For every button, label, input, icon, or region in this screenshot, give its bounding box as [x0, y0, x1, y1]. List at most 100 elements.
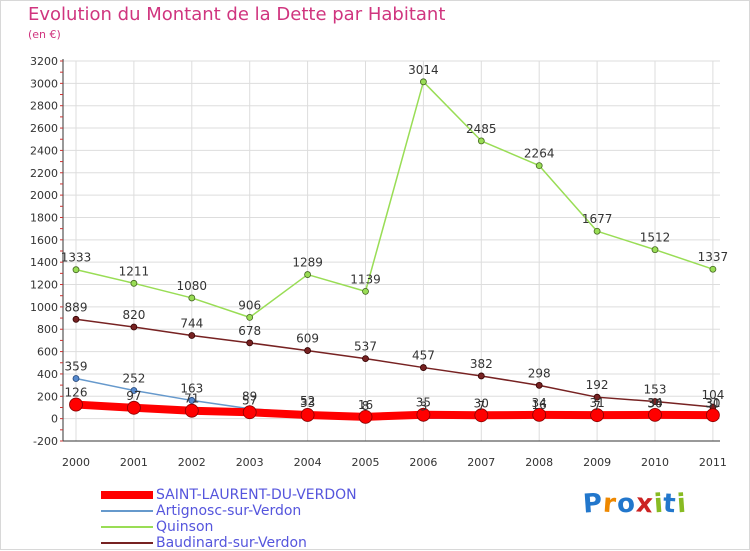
data-point-baudinard-sur-verdon	[535, 381, 543, 389]
data-point-quinson	[362, 287, 369, 295]
chart-unit: (en €)	[28, 28, 61, 41]
legend-item-artignosc-sur-verdon: Artignosc-sur-Verdon	[101, 503, 421, 519]
x-tick-label: 2010	[641, 456, 669, 469]
data-label-artignosc-sur-verdon: 7	[477, 399, 485, 413]
legend-item-saint-laurent-du-verdon: SAINT-LAURENT-DU-VERDON	[101, 487, 421, 503]
data-point-quinson	[246, 313, 254, 321]
data-point-quinson	[188, 294, 196, 302]
y-tick-label: 2200	[30, 167, 58, 180]
y-tick-label: 1200	[30, 279, 58, 292]
y-tick-label: 2000	[30, 189, 58, 202]
data-point-saint-laurent-du-verdon	[300, 408, 315, 422]
data-point-artignosc-sur-verdon	[130, 387, 138, 394]
y-tick-label: 2600	[30, 122, 58, 135]
data-label-saint-laurent-du-verdon: 34	[647, 396, 662, 410]
y-tick-label: 800	[37, 323, 58, 336]
data-point-saint-laurent-du-verdon	[242, 405, 257, 420]
data-label-artignosc-sur-verdon: 52	[300, 394, 315, 408]
data-label-quinson: 1289	[292, 256, 323, 270]
legend: SAINT-LAURENT-DU-VERDON Artignosc-sur-Ver…	[101, 487, 421, 551]
legend-swatch	[101, 510, 153, 512]
data-point-baudinard-sur-verdon	[651, 398, 659, 405]
data-point-baudinard-sur-verdon	[419, 364, 427, 371]
logo-letter: i	[675, 488, 688, 520]
data-label-artignosc-sur-verdon: 8	[362, 399, 370, 413]
y-tick-label: 400	[37, 368, 58, 381]
data-point-saint-laurent-du-verdon	[184, 403, 199, 418]
data-label-baudinard-sur-verdon: 678	[238, 324, 261, 338]
data-point-saint-laurent-du-verdon	[416, 407, 431, 422]
data-label-saint-laurent-du-verdon: 97	[126, 389, 141, 403]
data-point-quinson	[535, 162, 543, 170]
data-point-quinson	[130, 279, 138, 287]
data-label-quinson: 1080	[177, 279, 208, 293]
data-label-baudinard-sur-verdon: 457	[412, 349, 435, 363]
data-label-baudinard-sur-verdon: 153	[644, 383, 667, 397]
legend-label: Quinson	[156, 519, 214, 535]
data-label-saint-laurent-du-verdon: 33	[300, 396, 315, 410]
data-point-saint-laurent-du-verdon	[648, 407, 662, 422]
data-point-baudinard-sur-verdon	[188, 332, 196, 339]
data-label-saint-laurent-du-verdon: 126	[65, 386, 88, 400]
series-line-saint-laurent-du-verdon	[72, 400, 717, 421]
data-point-quinson	[709, 265, 717, 273]
data-label-quinson: 3014	[408, 63, 439, 77]
x-tick-label: 2005	[352, 456, 380, 469]
data-label-saint-laurent-du-verdon: 31	[705, 396, 720, 410]
data-point-quinson	[593, 227, 601, 235]
legend-swatch	[101, 491, 153, 499]
data-label-artignosc-sur-verdon: 7	[593, 399, 601, 413]
logo-letter: x	[634, 488, 655, 520]
x-tick-label: 2003	[236, 456, 264, 469]
data-label-quinson: 1337	[698, 250, 729, 264]
y-tick-label: 600	[37, 346, 58, 359]
data-label-baudinard-sur-verdon: 609	[296, 332, 319, 346]
data-label-artignosc-sur-verdon: 30	[705, 396, 720, 410]
x-tick-label: 2008	[525, 456, 553, 469]
data-label-saint-laurent-du-verdon: 35	[416, 396, 431, 410]
legend-swatch	[101, 526, 153, 528]
data-point-baudinard-sur-verdon	[72, 315, 80, 323]
legend-item-baudinard-sur-verdon: Baudinard-sur-Verdon	[101, 535, 421, 551]
y-tick-label: 0	[51, 413, 58, 426]
data-point-saint-laurent-du-verdon	[126, 400, 141, 415]
data-point-saint-laurent-du-verdon	[474, 408, 489, 423]
data-label-artignosc-sur-verdon: 89	[242, 390, 257, 404]
legend-label: Artignosc-sur-Verdon	[156, 503, 302, 519]
data-label-quinson: 1139	[350, 272, 381, 286]
data-label-baudinard-sur-verdon: 192	[586, 378, 609, 392]
data-point-artignosc-sur-verdon	[188, 397, 196, 404]
data-label-artignosc-sur-verdon: 359	[65, 360, 88, 374]
data-label-baudinard-sur-verdon: 298	[528, 366, 551, 380]
x-tick-label: 2007	[467, 456, 495, 469]
legend-label: Baudinard-sur-Verdon	[156, 535, 307, 551]
data-point-quinson	[304, 271, 312, 278]
series-line-baudinard-sur-verdon	[75, 318, 714, 408]
data-point-quinson	[72, 266, 80, 274]
data-label-saint-laurent-du-verdon: 57	[242, 393, 257, 407]
data-label-saint-laurent-du-verdon: 31	[589, 396, 604, 410]
legend-item-quinson: Quinson	[101, 519, 421, 535]
data-label-saint-laurent-du-verdon: 16	[358, 398, 373, 412]
data-label-quinson: 2264	[524, 147, 555, 161]
data-label-baudinard-sur-verdon: 820	[122, 308, 145, 322]
data-point-baudinard-sur-verdon	[477, 372, 485, 380]
logo-letter: o	[615, 488, 637, 520]
y-tick-label: 1800	[30, 211, 58, 224]
data-label-saint-laurent-du-verdon: 30	[474, 396, 489, 410]
data-label-baudinard-sur-verdon: 104	[701, 388, 724, 402]
data-label-baudinard-sur-verdon: 744	[180, 316, 203, 330]
y-tick-label: 3200	[30, 55, 58, 68]
data-label-baudinard-sur-verdon: 382	[470, 357, 493, 371]
data-label-artignosc-sur-verdon: 252	[122, 371, 145, 385]
data-label-quinson: 2485	[466, 122, 497, 136]
data-point-saint-laurent-du-verdon	[358, 409, 373, 424]
data-label-quinson: 1333	[61, 251, 92, 265]
data-point-saint-laurent-du-verdon	[590, 408, 604, 423]
data-point-baudinard-sur-verdon	[362, 355, 369, 363]
data-point-baudinard-sur-verdon	[593, 393, 601, 401]
data-label-artignosc-sur-verdon: 16	[532, 398, 547, 412]
data-label-quinson: 1512	[640, 231, 671, 245]
x-tick-label: 2000	[62, 456, 90, 469]
